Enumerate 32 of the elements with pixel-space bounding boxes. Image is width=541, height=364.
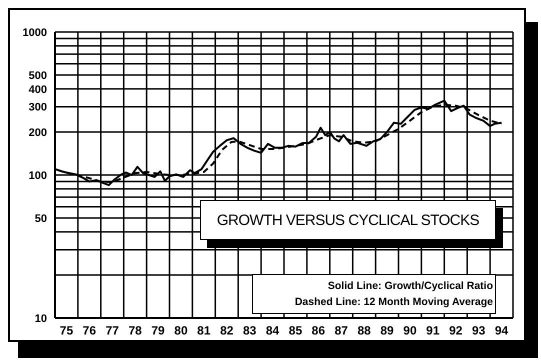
y-tick-label: 500 [28, 70, 47, 82]
note-box: Solid Line: Growth/Cyclical Ratio Dashed Line: 12 Month Moving Average [252, 274, 496, 314]
x-tick-label: 83 [242, 324, 257, 338]
y-tick-label: 1000 [22, 26, 47, 39]
title-box: GROWTH VERSUS CYCLICAL STOCKS [200, 200, 496, 240]
y-tick-label: 400 [28, 84, 47, 96]
x-tick-label: 77 [106, 324, 120, 338]
y-tick-label: 200 [28, 126, 47, 139]
x-tick-label: 79 [151, 324, 166, 338]
x-tick-label: 90 [403, 324, 417, 338]
x-tick-label: 82 [220, 324, 234, 338]
y-tick-label: 300 [28, 102, 47, 114]
x-tick-label: 81 [197, 324, 211, 338]
y-tick-label: 100 [28, 170, 47, 182]
x-tick-label: 89 [380, 324, 394, 338]
x-tick-label: 87 [334, 324, 348, 338]
x-tick-label: 93 [472, 324, 486, 338]
x-tick-label: 76 [82, 324, 96, 338]
x-tick-label: 91 [426, 324, 440, 338]
y-tick-label: 50 [34, 212, 47, 225]
y-tick-label: 10 [34, 312, 47, 325]
x-tick-label: 94 [494, 324, 509, 338]
x-tick-label: 86 [312, 324, 326, 338]
x-tick-label: 78 [128, 324, 142, 338]
x-tick-label: 85 [288, 324, 302, 338]
x-tick-label: 84 [266, 324, 280, 338]
x-tick-label: 80 [174, 324, 188, 338]
x-tick-label: 75 [60, 324, 74, 338]
x-tick-label: 88 [357, 324, 372, 338]
x-tick-label: 92 [449, 324, 463, 338]
annotation: Dashed Line: 12 Month Moving Average [294, 295, 493, 310]
annotation: Solid Line: Growth/Cyclical Ratio [326, 279, 493, 294]
